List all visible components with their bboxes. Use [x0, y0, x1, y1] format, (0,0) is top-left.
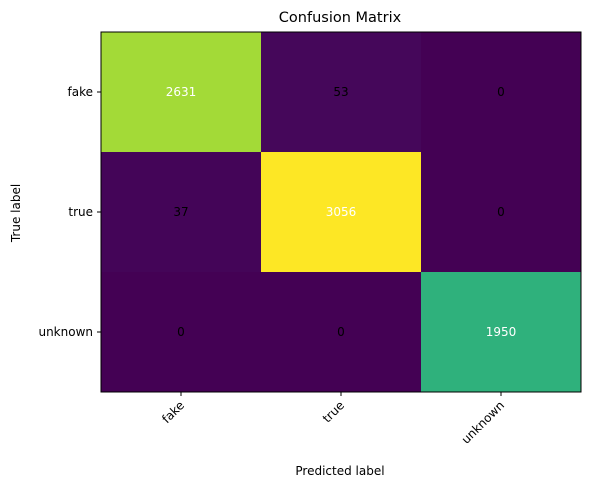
heatmap-cell-unknown-unknown	[421, 272, 581, 392]
heatmap-cell-labels: 2631 53 0 37 3056 0 0 0 1950	[166, 85, 517, 339]
cell-value-label: 1950	[486, 325, 517, 339]
cell-value-label: 2631	[166, 85, 197, 99]
heatmap-cell-true-true	[261, 152, 421, 272]
heatmap-cell-fake-unknown	[421, 32, 581, 152]
y-tick-label: true	[68, 205, 93, 219]
heatmap-cell-true-unknown	[421, 152, 581, 272]
heatmap-cell-true-fake	[101, 152, 261, 272]
y-axis-ticks: fake true unknown	[38, 85, 101, 339]
y-tick-label: unknown	[38, 325, 93, 339]
cell-value-label: 37	[173, 205, 188, 219]
y-tick-label: fake	[68, 85, 93, 99]
heatmap-cell-unknown-true	[261, 272, 421, 392]
y-axis-label: True label	[9, 184, 23, 243]
heatmap-cells	[101, 32, 581, 392]
cell-value-label: 0	[497, 205, 505, 219]
heatmap-cell-fake-fake	[101, 32, 261, 152]
heatmap-cell-unknown-fake	[101, 272, 261, 392]
heatmap-cell-fake-true	[261, 32, 421, 152]
cell-value-label: 3056	[326, 205, 357, 219]
x-axis-label: Predicted label	[295, 464, 384, 478]
cell-value-label: 0	[337, 325, 345, 339]
cell-value-label: 0	[497, 85, 505, 99]
cell-value-label: 53	[333, 85, 348, 99]
chart-title: Confusion Matrix	[279, 10, 402, 26]
cell-value-label: 0	[177, 325, 185, 339]
